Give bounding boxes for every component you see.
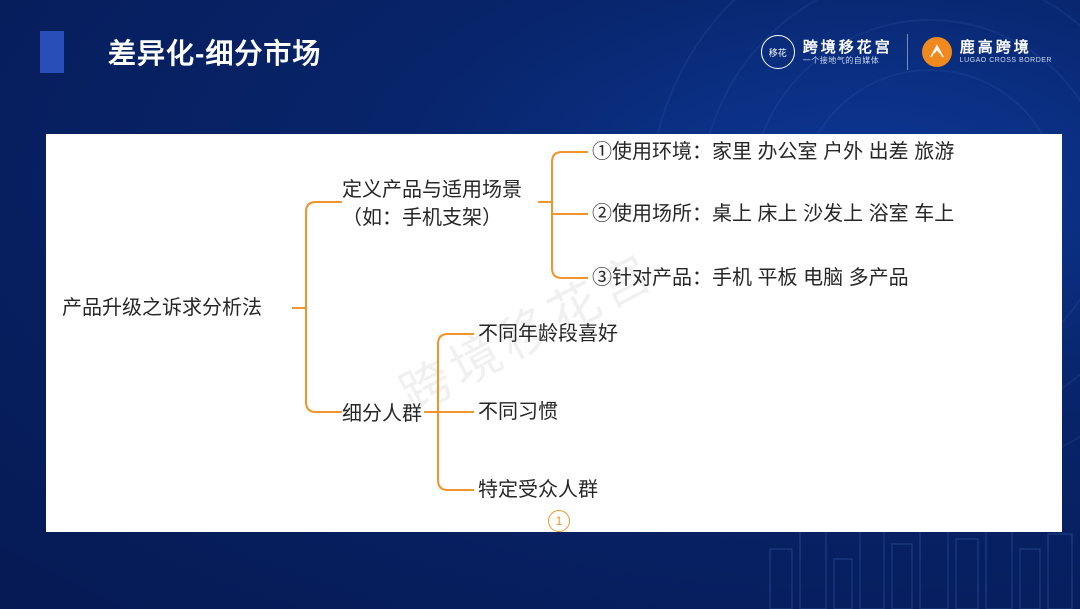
branch-a-title-line1: 定义产品与适用场景 (342, 179, 522, 201)
brand-divider (907, 34, 908, 70)
brand-b: 鹿高跨境 LUGAO CROSS BORDER (922, 37, 1052, 67)
brand-a-logo-icon: 移花 (761, 35, 795, 69)
bracket-branch-b (438, 332, 478, 496)
content-panel: 跨境移花宫 产品升级之诉求分析法 定义产品与适用场景 （如：手机支架） ①使用环… (46, 134, 1062, 532)
leaf-a-3: ③针对产品：手机 平板 电脑 多产品 (592, 264, 909, 292)
brand-a: 移花 跨境移花宫 一个接地气的自媒体 (761, 35, 893, 69)
branch-a-title-line2: （如：手机支架） (342, 207, 502, 229)
brand-a-sub: 一个接地气的自媒体 (803, 56, 893, 65)
page-number-badge: 1 (548, 510, 570, 532)
brand-b-logo-icon (922, 37, 952, 67)
brand-a-name: 跨境移花宫 (803, 39, 893, 56)
leaf-a-2: ②使用场所：桌上 床上 沙发上 浴室 车上 (592, 200, 954, 228)
branch-b-title: 细分人群 (342, 400, 422, 428)
tree-root: 产品升级之诉求分析法 (62, 294, 262, 322)
brand-b-name: 鹿高跨境 (960, 39, 1052, 56)
branch-a-title: 定义产品与适用场景 （如：手机支架） (342, 176, 522, 232)
leaf-b-1: 不同年龄段喜好 (478, 320, 618, 348)
leaf-b-2: 不同习惯 (478, 398, 558, 426)
brand-b-sub: LUGAO CROSS BORDER (960, 57, 1052, 65)
header-accent-bar (40, 31, 64, 73)
leaf-a-1: ①使用环境：家里 办公室 户外 出差 旅游 (592, 138, 954, 166)
brand-area: 移花 跨境移花宫 一个接地气的自媒体 鹿高跨境 LUGAO CROSS BORD… (761, 28, 1052, 76)
bracket-root (306, 200, 346, 418)
slide-title: 差异化-细分市场 (108, 32, 321, 72)
leaf-b-3: 特定受众人群 (478, 476, 598, 504)
bracket-branch-a (552, 150, 592, 284)
slide-header: 差异化-细分市场 移花 跨境移花宫 一个接地气的自媒体 鹿高跨境 LUGAO C… (0, 28, 1080, 76)
